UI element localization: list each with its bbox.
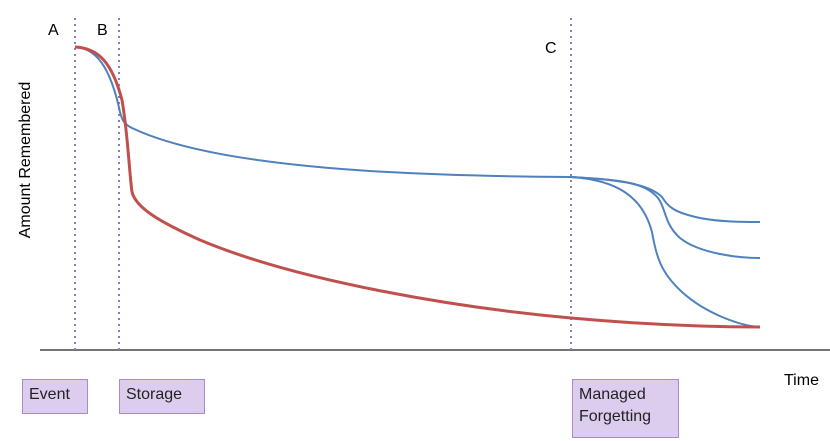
red-decay-curve bbox=[74, 45, 761, 329]
stage-label-storage: Storage bbox=[126, 386, 183, 403]
stage-box-event: Event bbox=[22, 379, 88, 414]
x-axis-title: Time bbox=[784, 372, 819, 389]
stage-label-event: Event bbox=[29, 386, 70, 403]
phase-label-a: A bbox=[48, 22, 59, 39]
blue-retention-curve bbox=[74, 46, 572, 178]
phase-label-c: C bbox=[545, 40, 557, 57]
blue-branch-middle bbox=[570, 176, 761, 259]
stage-box-storage: Storage bbox=[119, 379, 205, 414]
phase-label-b: B bbox=[97, 22, 108, 39]
stage-label-forgetting: Forgetting bbox=[579, 408, 652, 425]
stage-box-managed-forgetting: Managed Forgetting bbox=[572, 379, 679, 438]
y-axis-title: Amount Remembered bbox=[17, 81, 34, 239]
blue-branch-lower bbox=[570, 176, 761, 328]
stage-label-managed: Managed bbox=[579, 386, 646, 403]
